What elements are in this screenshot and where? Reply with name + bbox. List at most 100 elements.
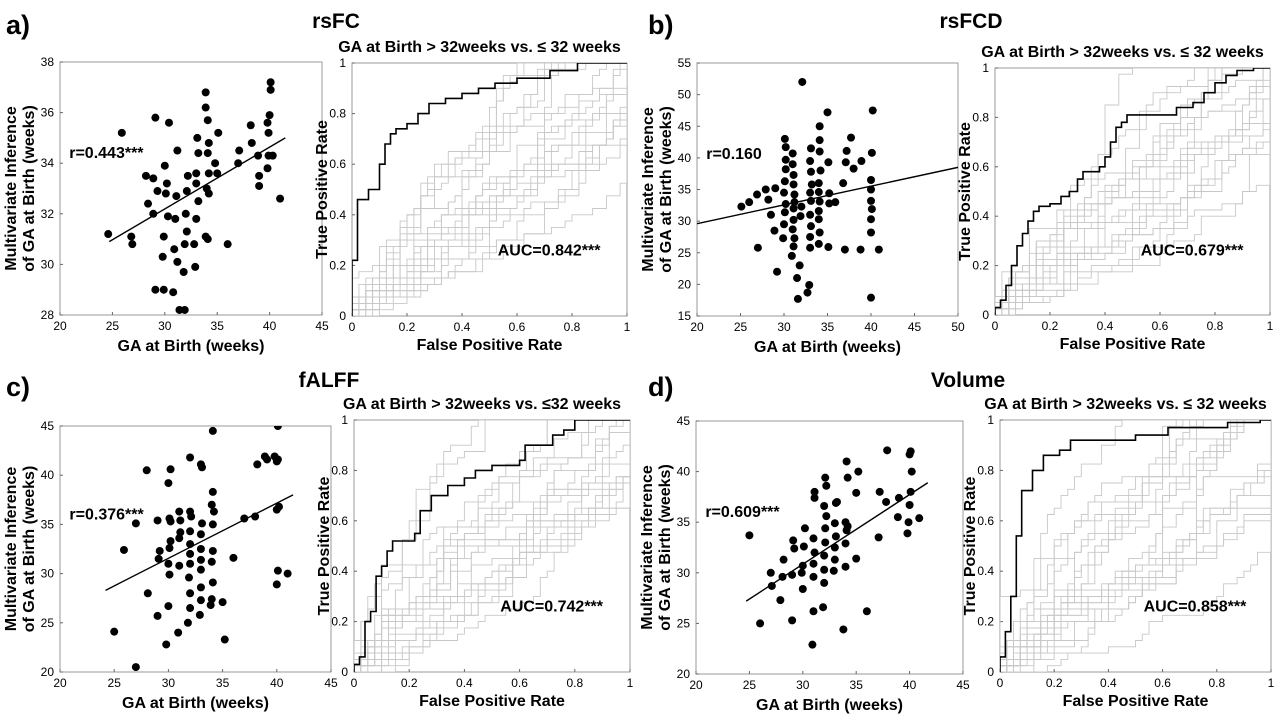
x-tick-label: 30 — [777, 320, 791, 334]
plot-frame — [351, 62, 628, 317]
data-point — [128, 240, 137, 249]
y-tick-label: 28 — [41, 308, 55, 322]
permutation-roc-curve — [352, 63, 627, 316]
data-point — [821, 538, 830, 547]
y-tick-label: 0.6 — [972, 160, 989, 174]
data-point — [175, 507, 184, 516]
data-point — [789, 204, 798, 213]
y-tick-label: 0.2 — [972, 259, 989, 273]
data-point — [164, 479, 173, 488]
data-point — [803, 288, 812, 297]
data-point — [208, 487, 217, 496]
x-tick-label: 30 — [158, 319, 172, 333]
data-point — [789, 170, 798, 179]
data-point — [171, 214, 180, 223]
permutation-roc-curve — [352, 63, 627, 316]
x-tick-label: 40 — [270, 676, 284, 690]
data-point — [796, 212, 805, 221]
panel-title-c: fALFF — [299, 369, 360, 392]
data-point — [164, 602, 173, 611]
data-point — [272, 580, 281, 589]
x-tick-label: 1 — [1268, 676, 1275, 690]
data-point — [283, 569, 292, 578]
data-point — [194, 197, 203, 206]
data-point — [180, 305, 189, 314]
data-point — [904, 518, 913, 527]
y-tick-label: 25 — [677, 616, 691, 630]
data-point — [781, 165, 790, 174]
data-point — [186, 589, 195, 598]
data-point — [807, 180, 816, 189]
y-tick-label: 38 — [41, 55, 55, 69]
data-point — [175, 561, 184, 570]
data-point — [915, 514, 924, 523]
data-point — [814, 179, 823, 188]
data-point — [883, 446, 892, 455]
roc-curve — [1000, 420, 1271, 672]
data-point — [266, 78, 275, 87]
data-point — [203, 235, 212, 244]
x-tick-label: 1 — [1267, 319, 1274, 333]
plot-area — [745, 446, 929, 649]
x-axis-label: GA at Birth (weeks) — [118, 338, 265, 355]
data-point — [218, 598, 227, 607]
data-point — [862, 607, 871, 616]
data-point — [211, 159, 220, 168]
data-point — [767, 581, 776, 590]
data-point — [213, 169, 222, 178]
data-point — [814, 215, 823, 224]
data-point — [192, 214, 201, 223]
y-tick-label: 1 — [987, 413, 994, 427]
data-point — [247, 138, 256, 147]
plot-frame — [696, 62, 959, 317]
data-point — [196, 545, 205, 553]
y-axis-label: True Positive Rate — [314, 120, 331, 259]
data-point — [806, 222, 815, 231]
x-tick-label: 25 — [106, 319, 120, 333]
plot-area — [104, 78, 286, 314]
y-tick-label: 35 — [678, 183, 692, 197]
y-tick-label: 34 — [41, 156, 55, 170]
data-point — [198, 463, 207, 472]
data-point — [789, 215, 798, 224]
y-tick-label: 40 — [678, 151, 692, 165]
permutation-roc-curve — [352, 63, 627, 316]
permutation-roc-curve — [352, 63, 627, 316]
data-point — [193, 133, 202, 142]
plot-area — [1000, 420, 1271, 672]
data-point — [820, 551, 829, 560]
data-point — [822, 512, 831, 521]
data-point — [778, 572, 787, 581]
data-point — [273, 426, 282, 430]
data-point — [830, 543, 839, 552]
data-point — [806, 188, 815, 197]
x-axis-label: GA at Birth (weeks) — [756, 697, 903, 714]
data-point — [110, 627, 119, 636]
data-point — [174, 628, 183, 637]
data-point — [273, 566, 282, 575]
data-point — [776, 596, 785, 605]
data-point — [263, 455, 272, 464]
data-point — [867, 176, 875, 185]
data-point — [203, 149, 212, 158]
y-tick-label: 0.4 — [329, 208, 346, 222]
data-point — [159, 285, 168, 294]
x-tick-label: 40 — [263, 319, 277, 333]
y-tick-label: 0.6 — [329, 157, 346, 171]
data-point — [235, 146, 244, 155]
data-point — [841, 539, 850, 548]
data-point — [810, 548, 819, 557]
data-point — [841, 158, 850, 167]
permutation-roc-curve — [352, 63, 627, 316]
data-point — [800, 524, 809, 533]
data-point — [770, 226, 779, 235]
x-tick-label: 45 — [315, 319, 329, 333]
x-tick-label: 0.6 — [1152, 319, 1169, 333]
data-point — [196, 583, 205, 592]
permutation-roc-curve — [352, 63, 627, 316]
data-point — [789, 242, 798, 251]
x-tick-label: 45 — [324, 676, 338, 690]
data-point — [104, 230, 113, 239]
data-point — [204, 138, 213, 147]
chart-a-line: 0 0.2 0.4 0.6 0.8 1 0 0.2 0.4 0.6 0.8 1 AUC=0.842***… — [314, 39, 631, 354]
